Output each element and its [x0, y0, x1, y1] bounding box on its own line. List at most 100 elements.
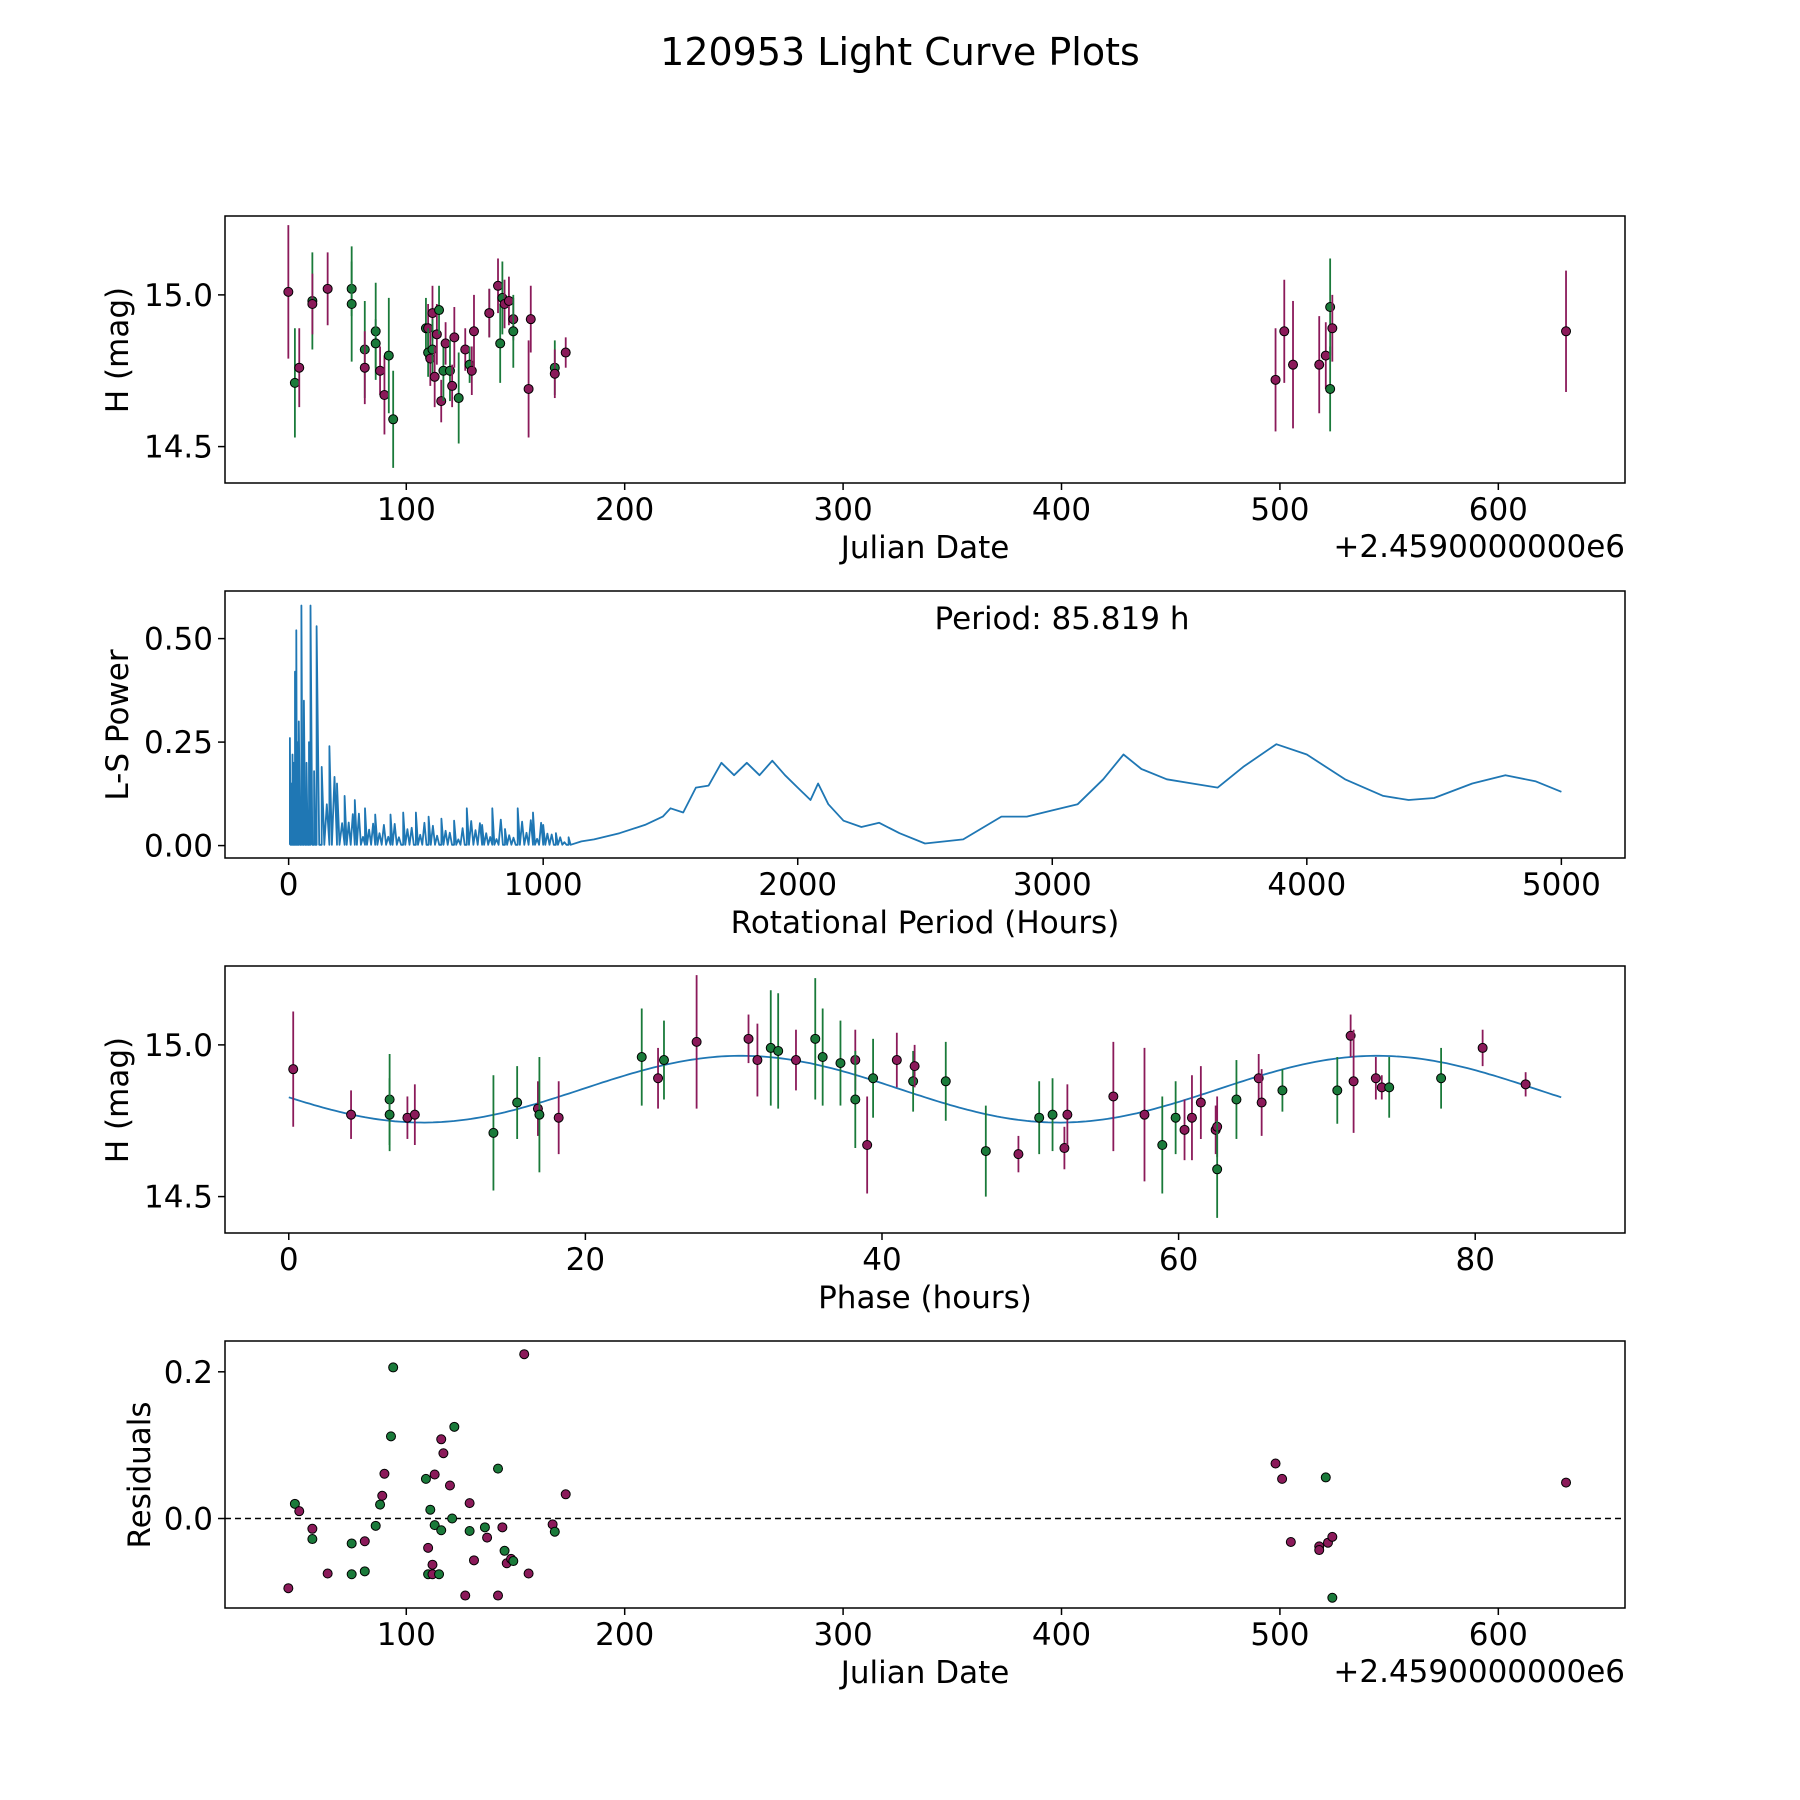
panel-light-curve: 100 200 300 400 500 600 15.0 14.5 Julian Date +…	[100, 215, 1626, 566]
panel4-xtick-label: 400	[1032, 1617, 1091, 1653]
panel3-data-point	[1059, 1143, 1070, 1154]
residual-point	[346, 1538, 357, 1549]
residual-point	[482, 1532, 493, 1543]
residual-point	[449, 1421, 460, 1432]
panel3-ylabel: H (mag)	[100, 1037, 136, 1163]
panel1-data-point	[503, 295, 514, 306]
residual-point	[1277, 1473, 1288, 1484]
panel1-ytick-label: 14.5	[144, 430, 213, 466]
panel3-xtick-label: 0	[279, 1242, 299, 1278]
residual-point	[1327, 1592, 1338, 1603]
panel3-data-point	[909, 1061, 920, 1072]
period-annotation: Period: 85.819 h	[935, 601, 1190, 637]
panel1-data-point	[388, 414, 399, 425]
panel3-ytick-label: 14.5	[144, 1180, 213, 1216]
panel1-data-point	[434, 305, 445, 316]
residual-point	[497, 1522, 508, 1533]
panel3-data-point	[636, 1052, 647, 1063]
panel1-frame	[224, 215, 1626, 484]
residual-point	[307, 1534, 318, 1545]
panel1-ylabel: H (mag)	[100, 287, 136, 413]
panel1-xtick-label: 600	[1469, 492, 1528, 528]
panel1-data-point	[359, 362, 370, 373]
panel1-ytick-label: 15.0	[144, 278, 213, 314]
panel1-data-point	[1327, 323, 1338, 334]
panel2-xlabel: Rotational Period (Hours)	[731, 905, 1120, 941]
panel3-data-point	[1277, 1085, 1288, 1096]
residual-point	[499, 1545, 510, 1556]
panel3-data-point	[1047, 1109, 1058, 1120]
panel1-data-point	[484, 308, 495, 319]
panel1-data-point	[1325, 302, 1336, 313]
residual-point	[370, 1520, 381, 1531]
panel2-ytick-label: 0.25	[144, 725, 213, 761]
panel3-data-point	[862, 1140, 873, 1151]
panel4-offset-label: +2.4590000000e6	[1333, 1654, 1625, 1690]
residual-point	[429, 1520, 440, 1531]
panel1-data-point	[1325, 383, 1336, 394]
panel3-data-point	[980, 1146, 991, 1157]
panel3-data-point	[1520, 1079, 1531, 1090]
panel3-data-point	[743, 1033, 754, 1044]
panel1-xtick-label: 400	[1032, 492, 1091, 528]
figure-title: 120953 Light Curve Plots	[660, 30, 1140, 74]
residual-point	[425, 1504, 436, 1515]
panel1-data-point	[447, 380, 458, 391]
panel3-data-point	[1179, 1124, 1190, 1135]
panel1-data-point	[495, 338, 506, 349]
panel2-xtick-label: 4000	[1267, 867, 1346, 903]
panel1-data-point	[431, 329, 442, 340]
panel1-data-point	[375, 365, 386, 376]
panel1-data-point	[370, 338, 381, 349]
panel3-axes: 0 20 40 60 80 15.0 14.5	[144, 1028, 1495, 1278]
panel4-ytick-label: 0.0	[164, 1502, 213, 1538]
panel4-frame	[224, 1340, 1626, 1609]
panel4-plot	[225, 1349, 1625, 1603]
panel3-data-point	[773, 1045, 784, 1056]
residual-point	[375, 1499, 386, 1510]
panel3-data-point	[940, 1076, 951, 1087]
panel1-data-point	[425, 353, 436, 364]
residual-point	[519, 1349, 530, 1360]
panel1-data-point	[294, 362, 305, 373]
residual-point	[464, 1498, 475, 1509]
residual-point	[436, 1434, 447, 1445]
panel3-data-point	[384, 1109, 395, 1120]
panel1-xlabel: Julian Date	[839, 530, 1010, 566]
panel4-xtick-label: 200	[595, 1617, 654, 1653]
panel4-xtick-label: 500	[1250, 1617, 1309, 1653]
residual-point	[1561, 1477, 1572, 1488]
panel3-xtick-label: 40	[862, 1242, 901, 1278]
panel3-data-point	[1384, 1082, 1395, 1093]
panel-residuals: 100 200 300 400 500 600 0.2 0.0 Julian Date +2.…	[122, 1340, 1626, 1691]
panel1-data-point	[289, 377, 300, 388]
panel3-data-point	[1231, 1094, 1242, 1105]
residual-point	[444, 1480, 455, 1491]
panel3-data-point	[488, 1127, 499, 1138]
periodogram-line	[289, 604, 1562, 846]
panel4-ytick-label: 0.2	[164, 1355, 213, 1391]
panel3-data-point	[658, 1055, 669, 1066]
panel1-data-point	[307, 298, 318, 309]
panel3-data-point	[1195, 1097, 1206, 1108]
residual-point	[438, 1448, 449, 1459]
panel3-data-point	[409, 1109, 420, 1120]
panel1-xtick-label: 200	[595, 492, 654, 528]
panel2-xtick-label: 5000	[1522, 867, 1601, 903]
panel1-data-point	[1270, 374, 1281, 385]
residual-point	[420, 1473, 431, 1484]
residual-point	[560, 1489, 571, 1500]
panel1-data-point	[1279, 326, 1290, 337]
panel3-data-point	[1108, 1091, 1119, 1102]
panel2-ytick-label: 0.50	[144, 622, 213, 658]
panel2-xtick-label: 1000	[504, 867, 583, 903]
panel1-data-point	[283, 286, 294, 297]
panel1-data-point	[493, 280, 504, 291]
residual-point	[377, 1490, 388, 1501]
panel-periodogram: 0 1000 2000 3000 4000 5000 0.00 0.25 0.50 Period…	[100, 590, 1626, 941]
panel3-data-point	[1256, 1097, 1267, 1108]
residual-point	[523, 1568, 534, 1579]
panel3-data-point	[1139, 1109, 1150, 1120]
residual-point	[549, 1526, 560, 1537]
panel3-data-point	[817, 1052, 828, 1063]
